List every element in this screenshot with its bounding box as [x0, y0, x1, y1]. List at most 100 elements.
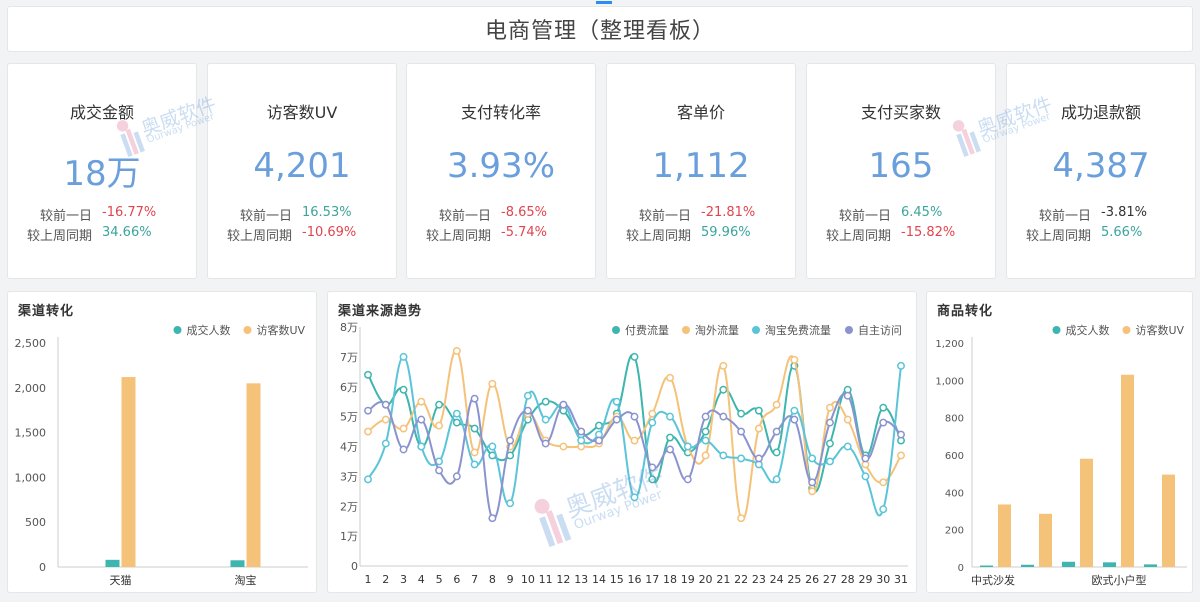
kpi-week-label: 较上周同期: [625, 229, 691, 244]
data-point: [825, 439, 834, 448]
data-point: [719, 412, 728, 421]
y-tick-label: 2万: [340, 500, 358, 513]
x-tick-label: 9: [507, 573, 514, 586]
data-point: [364, 406, 372, 415]
page-title: 电商管理（整理看板）: [484, 19, 715, 44]
bar: [1080, 458, 1093, 567]
product-conversion-panel: 商品转化 0 200 400 600 800 1,000 1,200 中式沙发 欧式小户型 访客数…: [926, 291, 1193, 593]
data-point: [470, 424, 479, 433]
x-tick-label: 21: [716, 573, 730, 586]
data-point: [435, 421, 444, 430]
legend-swatch: [845, 326, 853, 334]
y-tick-label: 0: [351, 560, 358, 573]
legend-label: 淘宝免费流量: [765, 323, 831, 337]
data-point: [843, 442, 852, 451]
legend-swatch: [612, 326, 620, 334]
data-point: [452, 346, 461, 355]
legend-label: 成交人数: [187, 323, 231, 337]
data-point: [897, 451, 905, 460]
data-point: [772, 448, 781, 457]
data-point: [399, 352, 408, 361]
x-tick-label: 中式沙发: [971, 573, 1015, 587]
data-point: [364, 427, 372, 436]
x-tick-label: 25: [787, 573, 801, 586]
data-point: [808, 487, 817, 496]
x-tick-label: 23: [752, 573, 766, 586]
data-point: [612, 415, 621, 424]
y-tick-label: 3万: [340, 470, 358, 483]
legend-label: 访客数UV: [257, 323, 306, 337]
x-tick-label: 7: [471, 573, 478, 586]
data-point: [825, 457, 834, 466]
kpi-card: 支付买家数 165 较前一日 6.45% 较上周同期 -15.82%: [806, 63, 996, 279]
x-tick-label: 4: [418, 573, 425, 586]
kpi-day-value: -16.77%: [102, 205, 157, 220]
kpi-day-value: 16.53%: [302, 205, 352, 220]
data-point: [435, 400, 444, 409]
data-point: [879, 478, 888, 487]
data-point: [825, 403, 834, 412]
x-tick-label: 15: [610, 573, 624, 586]
data-point: [452, 418, 461, 427]
kpi-week-value: 5.66%: [1101, 225, 1143, 240]
kpi-title: 支付转化率: [460, 103, 541, 122]
y-tick-label: 1,000: [935, 376, 964, 387]
x-tick-label: 13: [574, 573, 588, 586]
data-point: [719, 361, 728, 370]
product-conversion-chart: 0 200 400 600 800 1,000 1,200 中式沙发 欧式小户型 访客数UV 成交人…: [935, 323, 1187, 587]
data-point: [452, 472, 461, 481]
data-point: [577, 436, 586, 445]
data-point: [488, 442, 497, 451]
data-point: [470, 394, 479, 403]
data-point: [772, 475, 781, 484]
data-point: [808, 478, 817, 487]
data-point: [754, 424, 763, 433]
x-tick-label: 14: [592, 573, 606, 586]
data-point: [630, 436, 639, 445]
data-point: [417, 397, 426, 406]
series-line: [367, 353, 902, 493]
y-tick-label: 1,500: [15, 427, 47, 440]
kpi-title: 成功退款额: [1060, 103, 1141, 122]
data-point: [683, 475, 692, 484]
kpi-value: 4,201: [253, 146, 351, 186]
data-point: [772, 400, 781, 409]
bar: [1062, 561, 1075, 567]
data-point: [754, 406, 763, 415]
bar: [1162, 474, 1175, 567]
legend-swatch: [682, 326, 690, 334]
data-point: [861, 454, 870, 463]
kpi-day-value: -8.65%: [501, 205, 547, 220]
bar: [1039, 513, 1052, 567]
data-point: [666, 433, 674, 442]
channel-conversion-panel: 渠道转化 0 500 1,000 1,500 2,000 2,500 天猫 淘宝 访客数UV 成交…: [7, 291, 317, 593]
x-tick-label: 26: [805, 573, 819, 586]
x-tick-label: 19: [681, 573, 695, 586]
data-point: [506, 436, 515, 445]
kpi-week-label: 较上周同期: [226, 229, 292, 244]
x-tick-label: 2: [382, 573, 389, 586]
x-tick-label: 3: [400, 573, 407, 586]
data-point: [488, 379, 497, 388]
y-tick-label: 6万: [340, 381, 358, 394]
x-tick-label: 28: [841, 573, 855, 586]
data-point: [879, 403, 888, 412]
kpi-title: 成交金额: [69, 103, 134, 122]
bar: [1103, 562, 1116, 567]
data-point: [737, 409, 746, 418]
y-tick-label: 5万: [340, 411, 358, 424]
data-point: [417, 442, 426, 451]
data-point: [648, 475, 657, 484]
y-tick-label: 1,000: [15, 471, 47, 484]
bar: [121, 377, 136, 567]
data-point: [843, 415, 852, 424]
x-tick-label: 30: [876, 573, 890, 586]
legend-label: 自主访问: [858, 324, 902, 337]
kpi-week-value: 34.66%: [102, 225, 152, 240]
kpi-day-label: 较前一日: [838, 209, 891, 224]
data-point: [737, 514, 746, 523]
legend-swatch: [173, 326, 182, 334]
data-point: [701, 427, 710, 436]
kpi-day-value: -21.81%: [701, 205, 756, 220]
data-point: [666, 445, 674, 454]
